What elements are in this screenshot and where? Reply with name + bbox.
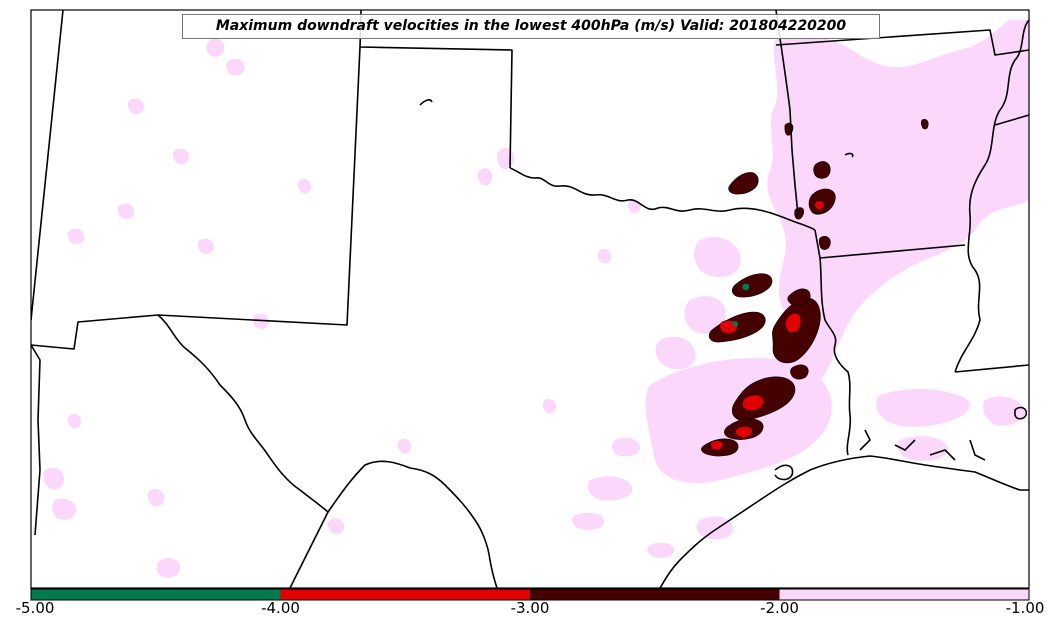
sabine-river bbox=[819, 257, 852, 456]
colorbar-tick-label: -2.00 bbox=[760, 599, 799, 617]
colorbar-segment bbox=[280, 589, 530, 600]
colorbar-tick-label: -4.00 bbox=[261, 599, 300, 617]
colorbar-segment bbox=[31, 589, 281, 600]
galveston-bay bbox=[774, 464, 794, 481]
extreme-downdraft-cells bbox=[732, 283, 750, 327]
mexico-border-west bbox=[31, 344, 41, 536]
mississippi-river bbox=[954, 19, 1029, 373]
colorbar-segment bbox=[779, 589, 1029, 600]
gulf-coast bbox=[659, 455, 1029, 588]
colorbar-segment bbox=[530, 589, 780, 600]
map-boundaries bbox=[31, 10, 1029, 588]
colorbar-tick-label: -3.00 bbox=[510, 599, 550, 617]
tenn-border bbox=[994, 114, 1029, 126]
colorbar-frame bbox=[30, 588, 1030, 601]
colorbar-tick-label: -5.00 bbox=[15, 599, 55, 617]
weak-downdraft-field bbox=[43, 20, 1029, 578]
map-frame bbox=[30, 9, 1030, 589]
boundary-west-2 bbox=[31, 314, 159, 350]
louisiana-delta bbox=[859, 429, 986, 461]
louisiana-mississippi-border bbox=[954, 364, 1029, 373]
boundary-west-1 bbox=[31, 10, 64, 321]
colorbar-tick-label: -1.00 bbox=[1005, 599, 1045, 617]
lake-pontchartrain bbox=[1014, 406, 1028, 420]
missouri-arkansas-border bbox=[775, 29, 1029, 56]
rio-grande bbox=[157, 314, 498, 588]
oklahoma-lake bbox=[419, 99, 433, 106]
map-title: Maximum downdraft velocities in the lowe… bbox=[182, 14, 880, 39]
colorbar bbox=[30, 588, 1030, 601]
oklahoma-lake-2 bbox=[844, 152, 854, 158]
mexico-line-1 bbox=[289, 511, 329, 588]
red-river bbox=[509, 167, 816, 231]
texas-west-line bbox=[157, 46, 361, 326]
